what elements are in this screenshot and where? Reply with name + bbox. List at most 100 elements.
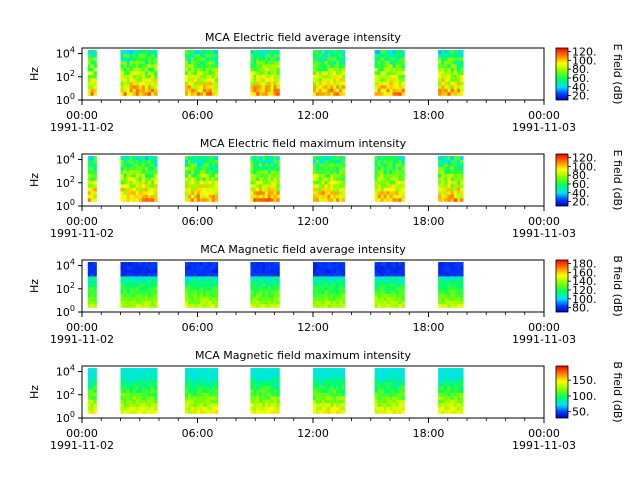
spectrogram-cell [196,371,201,376]
spectrogram-cell [444,402,448,407]
spectrogram-cell [321,385,325,390]
spectrogram-cell [132,60,137,65]
spectrogram-cell [196,296,201,301]
spectrogram-cell [444,262,448,266]
spectrogram-cell [456,176,461,181]
spectrogram-cell [87,395,92,400]
spectrogram-cell [392,289,396,294]
spectrogram-cell [211,60,216,65]
spectrogram-cell [377,57,381,61]
spectrogram-cell [383,60,387,65]
spectrogram-cell [327,300,331,305]
spectrogram-cell [456,169,461,174]
colorbar: 20.40.60.80.100.120. E field (dB) [555,150,624,210]
spectrogram-cell [333,173,337,178]
spectrogram-cell [389,282,393,287]
spectrogram-cell [273,406,277,411]
spectrogram-cell [318,57,323,61]
spectrogram-cell [270,156,274,160]
spectrogram-cell [330,392,334,397]
spectrogram-cell [276,300,280,305]
spectrogram-cell [261,272,266,277]
spectrogram-cell [214,272,219,277]
spectrogram-cell [273,57,277,61]
spectrogram-area [87,50,464,96]
spectrogram-cell [87,371,92,376]
spectrogram-cell [93,300,97,305]
spectrogram-cell [321,53,325,58]
spectrogram-cell [273,63,277,68]
spectrogram-cell [341,190,346,195]
spectrogram-cell [380,399,384,404]
spectrogram-cell [205,156,210,160]
spectrogram-cell [377,183,381,188]
spectrogram-cell [313,194,317,199]
spectrogram-cell [460,197,464,202]
spectrogram-cell [441,190,445,195]
spectrogram-cell [273,269,277,273]
spectrogram-cell [141,81,146,86]
spectrogram-cell [261,265,266,270]
spectrogram-cell [315,190,320,195]
spectrogram-cell [453,163,458,167]
spectrogram-cell [377,74,381,79]
spectrogram-cell [270,368,274,372]
spectrogram-cell [135,275,140,280]
spectrogram-cell [123,279,127,284]
spectrogram-cell [313,406,317,411]
spectrogram-cell [456,388,461,393]
spectrogram-cell [196,173,201,178]
spectrogram-cell [135,375,140,379]
spectrogram-cell [90,402,94,407]
spectrogram-cell [154,385,158,390]
colorbar-tick-label: 80. [572,302,590,315]
spectrogram-cell [205,378,210,383]
spectrogram-cell [380,173,384,178]
spectrogram-cell [447,176,452,181]
spectrogram-cell [129,262,134,266]
spectrogram-cell [193,67,198,72]
spectrogram-cell [214,269,219,273]
spectrogram-cell [401,399,405,404]
spectrogram-cell [154,163,158,167]
spectrogram-cell [313,293,317,298]
spectrogram-cell [333,296,337,301]
spectrogram-cell [196,84,201,89]
spectrogram-cell [256,194,260,199]
spectrogram-cell [401,88,405,93]
spectrogram-cell [315,375,320,379]
spectrogram-cell [199,156,204,160]
spectrogram-cell [87,275,92,280]
spectrogram-cell [392,194,396,199]
spectrogram-cell [138,368,143,372]
spectrogram-cell [327,159,331,164]
spectrogram-cell [202,74,207,79]
spectrogram-cell [138,194,143,199]
spectrogram-cell [199,50,204,54]
spectrogram-cell [395,282,399,287]
spectrogram-cell [87,385,92,390]
spectrogram-cell [386,289,390,294]
spectrogram-cell [154,187,158,192]
spectrogram-cell [205,286,210,291]
spectrogram-cell [383,296,387,301]
spectrogram-cell [138,88,143,93]
spectrogram-cell [90,409,94,414]
spectrogram-cell [383,70,387,75]
spectrogram-cell [199,63,204,68]
spectrogram-cell [438,371,442,376]
spectrogram-cell [256,395,260,400]
spectrogram-cell [444,91,448,96]
spectrogram-cell [187,406,192,411]
spectrogram-cell [256,289,260,294]
spectrogram-cell [333,57,337,61]
spectrogram-cell [444,286,448,291]
spectrogram-cell [386,180,390,185]
spectrogram-cell [129,197,134,202]
spectrogram-cell [126,67,131,72]
spectrogram-cell [144,368,149,372]
spectrogram-cell [267,166,272,171]
spectrogram-cell [377,272,381,277]
spectrogram-cell [208,282,213,287]
spectrogram-cell [341,88,346,93]
